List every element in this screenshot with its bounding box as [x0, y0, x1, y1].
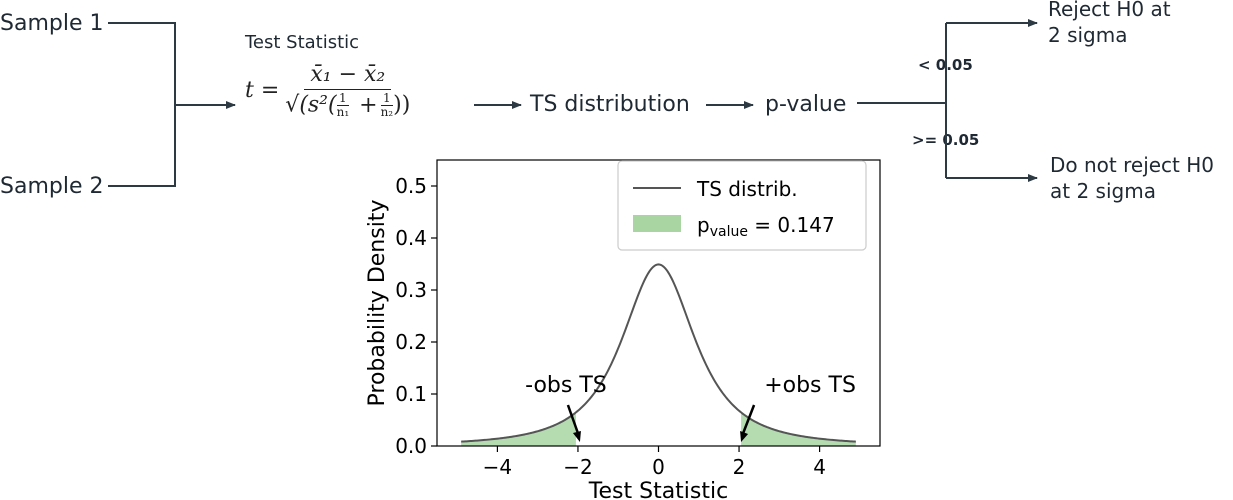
- t-statistic-formula: t = x̄₁ − x̄₂ √(s²(1 n₁ +1 n₂)): [245, 62, 410, 119]
- legend: TS distrib. pvalue = 0.147: [617, 160, 867, 251]
- plus-obs-ts-arrowhead: [740, 431, 749, 442]
- x-tick-label: −2: [563, 455, 592, 479]
- frac-n1-den: n₁: [336, 105, 350, 119]
- frac-n1: 1 n₁: [337, 92, 350, 119]
- ts-distribution-label: TS distribution: [530, 92, 690, 117]
- sample-1-label: Sample 1: [0, 11, 104, 36]
- y-tick-label: 0.4: [395, 226, 427, 250]
- plus-obs-ts-arrow: [740, 404, 756, 437]
- y-tick-label: 0.1: [395, 382, 427, 406]
- x-tick-label: 4: [813, 455, 826, 479]
- y-tick-label: 0.3: [395, 278, 427, 302]
- sample-2-connector: [108, 105, 176, 187]
- formula-denominator: √(s²(1 n₁ +1 n₂)): [285, 90, 410, 119]
- left-tail-area: [461, 412, 576, 446]
- plus-sign: +: [359, 92, 378, 118]
- frac-n2-num: 1: [381, 91, 393, 106]
- x-tick-label: 2: [733, 455, 746, 479]
- legend-pvalue-suffix: = 0.147: [748, 213, 835, 237]
- x-tick-label: 0: [652, 455, 665, 479]
- legend-fill-swatch: [633, 215, 681, 232]
- test-statistic-label: Test Statistic: [245, 32, 360, 53]
- frac-n1-num: 1: [337, 91, 349, 106]
- sqrt-symbol: √: [285, 92, 300, 118]
- frac-n2: 1 n₂: [381, 92, 394, 119]
- minus-obs-ts-arrowhead: [572, 431, 581, 442]
- formula-numerator: x̄₁ − x̄₂: [304, 62, 392, 90]
- y-tick-label: 0.0: [395, 434, 427, 458]
- frac-n2-den: n₂: [380, 105, 394, 119]
- sample-1-connector: [108, 22, 176, 105]
- legend-pvalue-sub: value: [710, 224, 748, 240]
- sample-2-label: Sample 2: [0, 174, 104, 199]
- y-tick-label: 0.5: [395, 174, 427, 198]
- right-tail-area: [741, 412, 856, 446]
- legend-ts-distrib: TS distrib.: [696, 177, 798, 201]
- x-tick-label: −4: [483, 455, 512, 479]
- den-open: (s²(: [299, 92, 337, 118]
- y-axis-label: Probability Density: [365, 200, 390, 407]
- minus-obs-ts-label: -obs TS: [525, 373, 607, 398]
- legend-pvalue-prefix: p: [697, 213, 710, 237]
- ts-distribution-curve: [461, 263, 856, 443]
- minus-obs-ts-arrow: [566, 404, 581, 437]
- legend-pvalue: pvalue = 0.147: [697, 213, 835, 240]
- formula-lhs: t =: [245, 78, 280, 103]
- reject-h0-label: Reject H0 at 2 sigma: [1048, 0, 1171, 47]
- p-value-label: p-value: [765, 92, 847, 117]
- den-close: )): [393, 92, 411, 118]
- do-not-reject-h0-label: Do not reject H0 at 2 sigma: [1050, 153, 1215, 203]
- formula-fraction: x̄₁ − x̄₂ √(s²(1 n₁ +1 n₂)): [285, 62, 410, 119]
- y-tick-label: 0.2: [395, 330, 427, 354]
- x-axis-label: Test Statistic: [588, 479, 728, 500]
- plus-obs-ts-label: +obs TS: [764, 373, 856, 398]
